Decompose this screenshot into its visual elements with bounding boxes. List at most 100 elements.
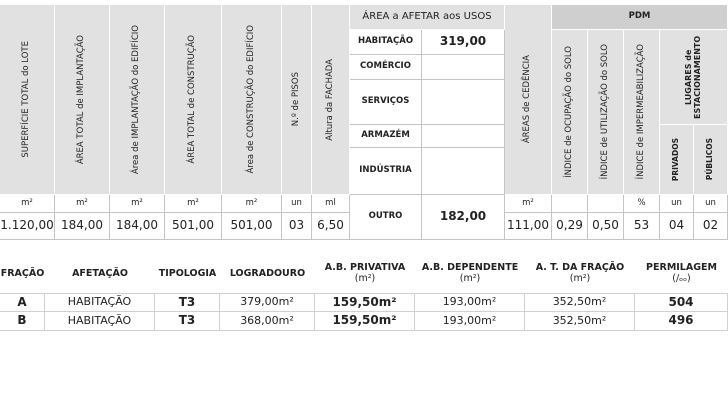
row-cell: 159,50m² [315, 312, 415, 331]
cell-text: m² [21, 197, 33, 208]
cell-text: 111,00 [507, 218, 549, 233]
cell-text: 02 [702, 218, 719, 233]
cell-text: 159,50m² [332, 313, 397, 328]
use-value [422, 55, 505, 80]
use-value [422, 80, 505, 125]
column-header: PÚBLICOS [694, 125, 728, 195]
cell-text: 184,00 [116, 218, 158, 233]
row-cell: A [0, 293, 45, 312]
column-header: ÍNDICE de OCUPAÇÃO do SOLO [552, 30, 588, 195]
value: 184,00 [110, 213, 165, 240]
cell-text: 379,00m² [240, 295, 294, 309]
cell-text: m² [187, 197, 199, 208]
cell-text: SERVIÇOS [361, 96, 410, 107]
cell-text: PDM [628, 11, 651, 22]
value: 1.120,00 [0, 213, 55, 240]
use-label: ARMAZÉM [350, 125, 422, 148]
cell-text: % [637, 197, 646, 208]
column-header: A.B. PRIVATIVA (m²) [315, 255, 415, 293]
cell-text: T3 [178, 294, 196, 309]
cell-text: ÍNDICE de OCUPAÇÃO do SOLO [563, 46, 574, 178]
cell-text: Área de CONSTRUÇÃO do EDIFÍCIO [245, 25, 256, 174]
row-cell: 379,00m² [220, 293, 315, 312]
column-header: AFETAÇÃO [45, 255, 155, 293]
cell-text: HABITAÇÃO [67, 313, 132, 327]
row-cell: 193,00m² [415, 293, 525, 312]
row-cell: 496 [635, 312, 728, 331]
column-header: ÁREA TOTAL de IMPLANTAÇÃO [55, 5, 110, 195]
cell-text: OUTRO [368, 211, 403, 222]
cell-text: T3 [178, 313, 196, 328]
cell-text: Altura da FACHADA [324, 58, 335, 141]
cell-text: COMÉRCIO [360, 61, 411, 72]
cell-text: LUGARES de ESTACIONAMENTO [684, 35, 703, 119]
unit [588, 195, 624, 213]
cell-text: 0,29 [556, 218, 583, 233]
use-value: 319,00 [422, 30, 505, 55]
cell-text: ÁREA a AFETAR aos USOS [362, 11, 492, 23]
value: 501,00 [165, 213, 222, 240]
column-header: N.º de PISOS [282, 5, 312, 195]
row-cell: HABITAÇÃO [45, 312, 155, 331]
cell-text: PÚBLICOS [705, 138, 715, 181]
header-text: (m²) [459, 273, 481, 284]
row-cell: HABITAÇÃO [45, 293, 155, 312]
cell-text: INDÚSTRIA [359, 165, 412, 176]
value: 111,00 [505, 213, 552, 240]
column-header: Área de IMPLANTAÇÃO do EDIFÍCIO [110, 5, 165, 195]
cell-text: HABITAÇÃO [67, 295, 132, 309]
header-text: A. T. DA FRAÇÃO [535, 262, 625, 274]
cell-text: PRIVADOS [671, 137, 681, 182]
cell-text: m² [76, 197, 88, 208]
unit: m² [110, 195, 165, 213]
unit: m² [55, 195, 110, 213]
row-cell: 368,00m² [220, 312, 315, 331]
cell-text: ÁREAS de CEDÊNCIA [522, 55, 533, 144]
use-label: INDÚSTRIA [350, 148, 422, 195]
cell-text: ÍNDICE de UTILIZAÇÃO do SOLO [599, 44, 610, 180]
header-text: FRAÇÃO [0, 267, 45, 279]
group-header: LUGARES de ESTACIONAMENTO [660, 30, 728, 125]
header-text: (m²) [354, 273, 376, 284]
column-header: ÍNDICE de UTILIZAÇÃO do SOLO [588, 30, 624, 195]
cell-text: 53 [633, 218, 650, 233]
unit: m² [222, 195, 282, 213]
cell-text: ARMAZÉM [361, 130, 410, 141]
cell-text: un [705, 197, 716, 208]
cell-text: 352,50m² [552, 313, 607, 327]
header-text: A.B. DEPENDENTE [421, 262, 519, 274]
column-header: TIPOLOGIA [155, 255, 220, 293]
value: 6,50 [312, 213, 350, 240]
unit: m² [0, 195, 55, 213]
header-text: TIPOLOGIA [158, 267, 217, 279]
cell-text: un [291, 197, 302, 208]
use-label: SERVIÇOS [350, 80, 422, 125]
header-text: A.B. PRIVATIVA [324, 262, 406, 274]
column-header: PERMILAGEM (/ₒₒ) [635, 255, 728, 293]
cell-text: 159,50m² [332, 294, 397, 309]
cell-text: 0,50 [592, 218, 619, 233]
value: 03 [282, 213, 312, 240]
cell-text: HABITAÇÃO [357, 36, 414, 47]
column-header: Área de CONSTRUÇÃO do EDIFÍCIO [222, 5, 282, 195]
cell-text: un [671, 197, 682, 208]
value: 04 [660, 213, 694, 240]
use-label: OUTRO [350, 195, 422, 240]
cell-text: SUPERFÍCIE TOTAL do LOTE [21, 41, 32, 158]
value: 501,00 [222, 213, 282, 240]
row-cell: 159,50m² [315, 293, 415, 312]
cell-text: 352,50m² [552, 295, 607, 309]
use-label: HABITAÇÃO [350, 30, 422, 55]
column-header: ÁREA TOTAL de CONSTRUÇÃO [165, 5, 222, 195]
cell-text: ml [325, 197, 336, 208]
unit: % [624, 195, 660, 213]
row-cell: 352,50m² [525, 312, 635, 331]
cell-text: 1.120,00 [0, 218, 54, 233]
column-header: A. T. DA FRAÇÃO (m²) [525, 255, 635, 293]
column-header: A.B. DEPENDENTE (m²) [415, 255, 525, 293]
cell-text: 04 [668, 218, 685, 233]
unit: un [694, 195, 728, 213]
row-cell: T3 [155, 293, 220, 312]
column-header: ÁREAS de CEDÊNCIA [505, 5, 552, 195]
